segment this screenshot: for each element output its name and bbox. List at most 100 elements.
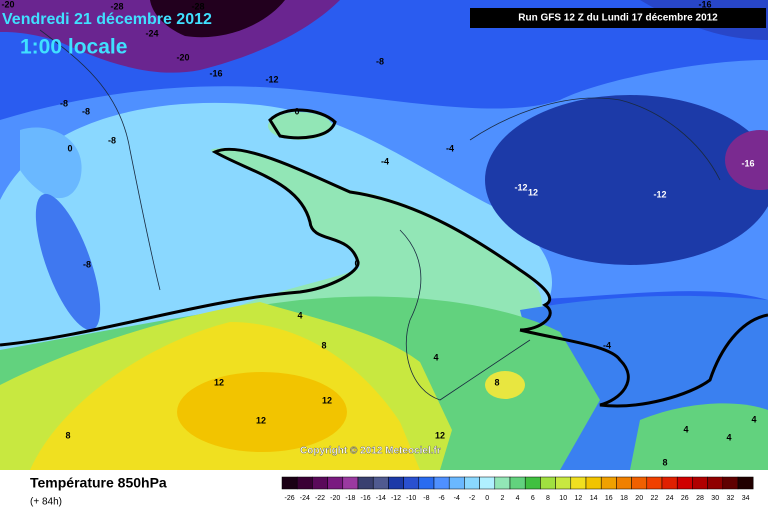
scale-swatch: [433, 476, 450, 490]
scale-label: 0: [485, 495, 489, 502]
scale-label: 24: [666, 495, 674, 502]
scale-swatch: [585, 476, 602, 490]
contour-label: 12: [256, 415, 266, 425]
contour-label: 4: [751, 414, 756, 424]
scale-swatch: [722, 476, 739, 490]
scale-label: -6: [438, 495, 444, 502]
scale-label: 14: [590, 495, 598, 502]
contour-label: -16: [209, 68, 222, 78]
scale-label: 12: [575, 495, 583, 502]
scale-swatch: [524, 476, 541, 490]
contour-label: -12: [265, 74, 278, 84]
scale-swatch: [418, 476, 435, 490]
scale-swatch: [403, 476, 420, 490]
scale-swatch: [692, 476, 708, 490]
scale-label: -24: [300, 495, 310, 502]
contour-label: -20: [1, 0, 14, 9]
scale-label: 10: [559, 495, 567, 502]
contour-label: -8: [60, 98, 68, 108]
scale-swatch: [372, 476, 389, 490]
scale-swatch: [281, 476, 298, 490]
contour-label: 0: [67, 143, 72, 153]
contour-label: -20: [176, 52, 189, 62]
scale-swatch: [494, 476, 511, 490]
scale-label: 4: [516, 495, 520, 502]
scale-label: -8: [423, 495, 429, 502]
contour-label: 8: [321, 340, 326, 350]
footer-lead: (+ 84h): [30, 497, 62, 508]
scale-label: -10: [406, 495, 416, 502]
scale-label: 34: [742, 495, 750, 502]
scale-swatch: [342, 476, 359, 490]
scale-swatch: [570, 476, 587, 490]
map-background: [0, 0, 768, 470]
scale-label: -18: [345, 495, 355, 502]
scale-label: 30: [711, 495, 719, 502]
contour-label: -8: [108, 135, 116, 145]
contour-label: 8: [65, 430, 70, 440]
scale-label: -4: [454, 495, 460, 502]
scale-label: 26: [681, 495, 689, 502]
scale-swatch: [509, 476, 526, 490]
scale-swatch: [312, 476, 328, 490]
scale-swatch: [296, 476, 313, 490]
contour-label: 12: [435, 430, 445, 440]
scale-label: 22: [651, 495, 659, 502]
contour-label: -12: [514, 182, 527, 192]
run-box: [470, 8, 766, 28]
contour-label: 8: [662, 457, 667, 467]
contour-label: -28: [191, 1, 204, 11]
scale-swatch: [388, 476, 404, 490]
scale-swatch: [631, 476, 648, 490]
footer-title: Température 850hPa: [30, 475, 167, 491]
scale-label: -16: [361, 495, 371, 502]
contour-label: -4: [603, 340, 611, 350]
scale-label: -20: [330, 495, 340, 502]
date-label: Vendredi 21 décembre 2012: [2, 11, 212, 28]
contour-label: -12: [653, 189, 666, 199]
contour-label: 0: [354, 258, 359, 268]
contour-label: 4: [683, 424, 688, 434]
contour-label: -4: [446, 143, 454, 153]
scale-label: -14: [376, 495, 386, 502]
scale-label: 20: [635, 495, 643, 502]
contour-label: 8: [494, 377, 499, 387]
contour-label: 12: [322, 395, 332, 405]
scale-swatch: [616, 476, 632, 490]
scale-swatch: [479, 476, 496, 490]
contour-label: 4: [297, 310, 302, 320]
scale-label: 32: [727, 495, 735, 502]
run-label: Run GFS 12 Z du Lundi 17 décembre 2012: [518, 13, 718, 24]
contour-lines: [0, 108, 768, 408]
scale-label: 6: [531, 495, 535, 502]
scale-swatch: [464, 476, 480, 490]
contour-label: 4: [726, 432, 731, 442]
contour-label: -28: [110, 1, 123, 11]
scale-label: -26: [285, 495, 295, 502]
scale-label: -2: [469, 495, 475, 502]
contour-label: -8: [376, 56, 384, 66]
scale-swatch: [737, 476, 754, 490]
scale-label: 28: [696, 495, 704, 502]
contour-label: -24: [145, 28, 158, 38]
scale-swatch: [327, 476, 344, 490]
scale-swatch: [357, 476, 374, 490]
scale-label: 2: [500, 495, 504, 502]
contour-label: 4: [433, 352, 438, 362]
scale-swatch: [448, 476, 465, 490]
coastlines: [39, 29, 721, 401]
scale-swatch: [661, 476, 678, 490]
scale-swatch: [555, 476, 572, 490]
scale-label: -22: [315, 495, 325, 502]
time-label: 1:00 locale: [20, 36, 127, 59]
scale-swatch: [600, 476, 617, 490]
copyright: Copyright © 2012 Meteociel.fr: [300, 446, 441, 457]
scale-swatch: [707, 476, 724, 490]
contour-label-layer: -20 -28 -24 -28 -16 -20 -16 -12 -8 -8 -8 0 -8 0 -4 -4 -1…: [1, 0, 756, 467]
contour-label: -8: [82, 106, 90, 116]
contour-label: -16: [741, 158, 754, 168]
contour-label: -4: [381, 156, 389, 166]
contour-label: 0: [294, 106, 299, 116]
scale-label: 18: [620, 495, 628, 502]
